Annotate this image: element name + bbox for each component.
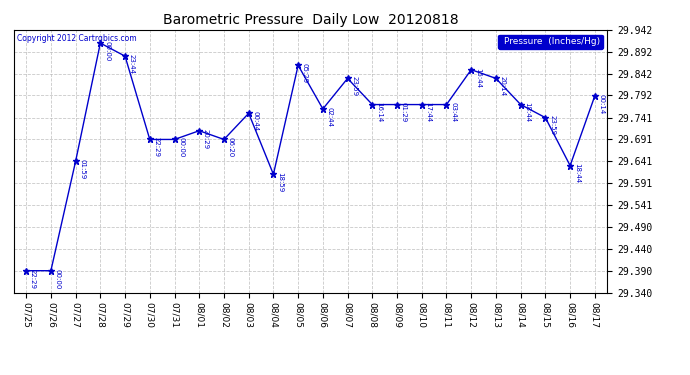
Text: 17:44: 17:44 <box>426 102 431 123</box>
Text: 23:44: 23:44 <box>129 54 135 74</box>
Text: 02:44: 02:44 <box>326 107 333 127</box>
Text: 00:00: 00:00 <box>55 268 61 289</box>
Text: 00:44: 00:44 <box>253 111 258 131</box>
Text: 03:44: 03:44 <box>450 102 456 123</box>
Text: 01:29: 01:29 <box>401 102 406 123</box>
Text: 01:59: 01:59 <box>79 159 86 179</box>
Text: 23:59: 23:59 <box>351 76 357 96</box>
Text: 00:00: 00:00 <box>178 137 184 158</box>
Text: 20:29: 20:29 <box>203 129 209 148</box>
Text: 00:00: 00:00 <box>104 41 110 61</box>
Text: Copyright 2012 Cartrgbics.com: Copyright 2012 Cartrgbics.com <box>17 34 137 43</box>
Text: 22:29: 22:29 <box>153 137 159 157</box>
Text: 18:44: 18:44 <box>524 102 531 123</box>
Text: 05:29: 05:29 <box>302 63 308 83</box>
Text: 22:29: 22:29 <box>30 268 36 288</box>
Text: 20:14: 20:14 <box>500 76 506 96</box>
Text: 18:59: 18:59 <box>277 172 283 192</box>
Title: Barometric Pressure  Daily Low  20120818: Barometric Pressure Daily Low 20120818 <box>163 13 458 27</box>
Text: 06:20: 06:20 <box>228 137 234 158</box>
Text: 23:59: 23:59 <box>549 116 555 136</box>
Text: 00:14: 00:14 <box>598 94 604 114</box>
Text: 15:44: 15:44 <box>475 68 481 87</box>
Legend: Pressure  (Inches/Hg): Pressure (Inches/Hg) <box>498 34 602 49</box>
Text: 16:14: 16:14 <box>376 102 382 123</box>
Text: 18:44: 18:44 <box>574 164 580 183</box>
